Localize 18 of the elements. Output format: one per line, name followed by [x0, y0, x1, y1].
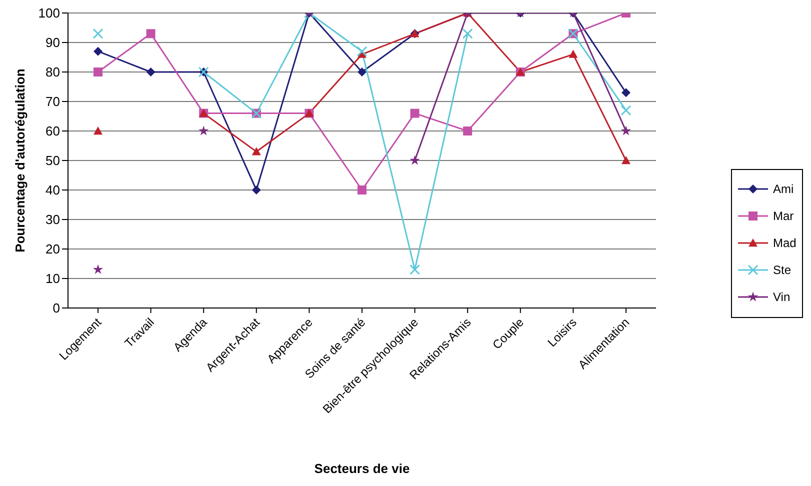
legend-label: Ste [773, 263, 792, 277]
y-tick-label: 20 [46, 242, 60, 257]
y-tick-label: 50 [46, 153, 60, 168]
legend-label: Ami [773, 182, 794, 196]
y-tick-label: 90 [46, 35, 60, 50]
y-axis-title: Pourcentage d'autorégulation [12, 68, 28, 252]
x-axis-title: Secteurs de vie [314, 461, 410, 476]
y-tick-label: 0 [52, 300, 60, 316]
y-tick-label: 70 [46, 94, 60, 110]
y-tick-label: 80 [46, 64, 60, 80]
legend-label: Mad [773, 236, 796, 250]
legend-label: Mar [773, 209, 794, 223]
y-tick-label: 30 [46, 212, 60, 228]
y-tick-label: 40 [46, 182, 60, 198]
y-tick-label: 100 [38, 6, 60, 21]
y-tick-label: 60 [46, 124, 60, 139]
y-tick-label: 10 [46, 271, 60, 286]
legend-label: Vin [773, 290, 790, 304]
